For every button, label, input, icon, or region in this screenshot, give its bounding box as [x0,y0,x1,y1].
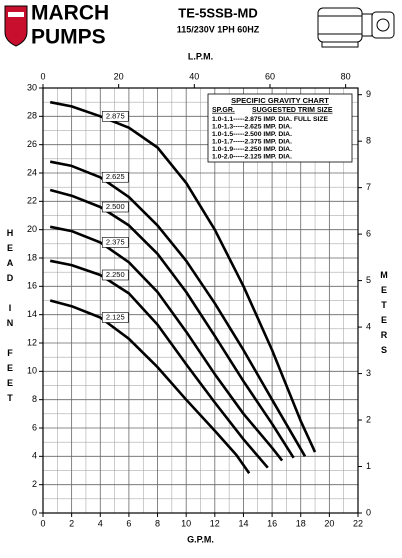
gravity-chart-row: 1.0-2.0-----2.125 IMP. DIA. [212,153,292,160]
x-tick-label: 22 [353,518,363,528]
pump-port [376,18,390,32]
y2-tick-label: 1 [366,461,371,471]
x-tick-label: 16 [267,518,277,528]
x-tick-label: 12 [210,518,220,528]
gravity-chart-title: SPECIFIC GRAVITY CHART [231,96,329,105]
brand-line: MARCH [31,2,109,25]
pump-curve [49,225,284,462]
y2-tick-label: 6 [366,229,371,239]
gravity-chart-header: SP.GR. [212,107,235,114]
y2-tick-label: 8 [366,136,371,146]
y2-tick-label: 0 [366,507,371,517]
y-tick-label: 18 [27,252,37,262]
x2-tick-label: 60 [265,71,275,81]
y-tick-label: 28 [27,111,37,121]
y-tick-label: 26 [27,139,37,149]
x-tick-label: 18 [296,518,306,528]
x-tick-label: 4 [98,518,103,528]
y-tick-label: 16 [27,281,37,291]
gravity-chart-row: 1.0-1.7-----2.375 IMP. DIA. [212,138,292,145]
y-tick-label: 4 [32,451,37,461]
pump-curve [49,100,317,453]
curve-label: 2.375 [106,237,125,246]
pump-head [371,11,395,39]
x-axis-label: G.P.M. [187,534,214,544]
logo-band [8,12,24,17]
x-tick-label: 8 [155,518,160,528]
chart-subtitle: 115/230V 1PH 60HZ [177,24,260,34]
gravity-chart-row: 1.0-1.3-----2.625 IMP. DIA. [212,123,292,130]
x2-tick-label: 80 [341,71,351,81]
x2-axis-label: L.P.M. [188,51,213,61]
gravity-chart-box [207,93,353,163]
curve-label: 2.125 [106,312,125,321]
y-tick-label: 0 [32,507,37,517]
curve-label-box [101,237,129,248]
motor-base [321,41,359,48]
pump-curve [49,188,295,459]
curve-label: 2.250 [106,270,125,279]
y-tick-label: 22 [27,196,37,206]
y2-tick-label: 9 [366,89,371,99]
y-tick-label: 20 [27,224,37,234]
x-tick-label: 0 [40,518,45,528]
y-tick-label: 8 [32,394,37,404]
pump-curve [49,259,269,469]
y2-axis-label: METERS [379,270,389,360]
x2-tick-label: 0 [40,71,45,81]
curve-label-box [101,171,129,183]
gravity-chart-header: SUGGESTED TRIM SIZE [252,107,333,114]
plot-frame [42,87,359,514]
x-tick-label: 10 [181,518,191,528]
gravity-chart-row: 1.0-1.1-----2.875 IMP. DIA. FULL SIZE [212,116,329,123]
x-tick-label: 20 [324,518,334,528]
y-axis-label: HEAD IN FEET [5,228,15,408]
gravity-chart-row: 1.0-1.9-----2.250 IMP. DIA. [212,146,292,153]
y-tick-label: 30 [27,82,37,92]
x-tick-label: 6 [126,518,131,528]
y-tick-label: 10 [27,366,37,376]
chart-title: TE-5SSB-MD [178,5,257,20]
curve-label: 2.500 [106,202,125,211]
pump-curve [49,299,251,475]
curve-label-box [101,269,129,281]
y-tick-label: 2 [32,479,37,489]
logo: MARCH PUMPS [4,2,109,49]
curve-label: 2.625 [106,172,125,181]
curve-label-box [101,111,129,122]
motor-drawing [317,7,395,48]
y-tick-label: 14 [27,309,37,319]
y-tick-label: 6 [32,422,37,432]
y2-tick-label: 5 [366,275,371,285]
y-tick-label: 12 [27,337,37,347]
curve-label: 2.875 [106,111,125,120]
y2-tick-label: 2 [366,414,371,424]
curve-label-box [101,312,129,323]
curve-label-box [101,201,129,213]
x2-tick-label: 40 [189,71,199,81]
y2-tick-label: 7 [366,182,371,192]
gravity-chart-row: 1.0-1.5-----2.500 IMP. DIA. [212,131,292,138]
x-tick-label: 14 [238,518,248,528]
x2-tick-label: 20 [114,71,124,81]
brand-line: PUMPS [31,26,106,49]
y-tick-label: 24 [27,167,37,177]
y2-tick-label: 4 [366,321,371,331]
pump-curve [49,160,307,457]
x-tick-label: 2 [69,518,74,528]
y2-tick-label: 3 [366,368,371,378]
